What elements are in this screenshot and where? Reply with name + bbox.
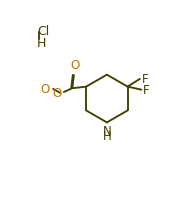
Text: O: O (41, 82, 50, 95)
Text: F: F (141, 72, 148, 85)
Text: H: H (103, 129, 111, 142)
Text: O: O (70, 59, 79, 72)
Text: H: H (37, 37, 46, 50)
Text: Cl: Cl (37, 25, 49, 38)
Text: O: O (52, 87, 62, 100)
Text: N: N (103, 124, 111, 137)
Text: F: F (143, 84, 150, 97)
